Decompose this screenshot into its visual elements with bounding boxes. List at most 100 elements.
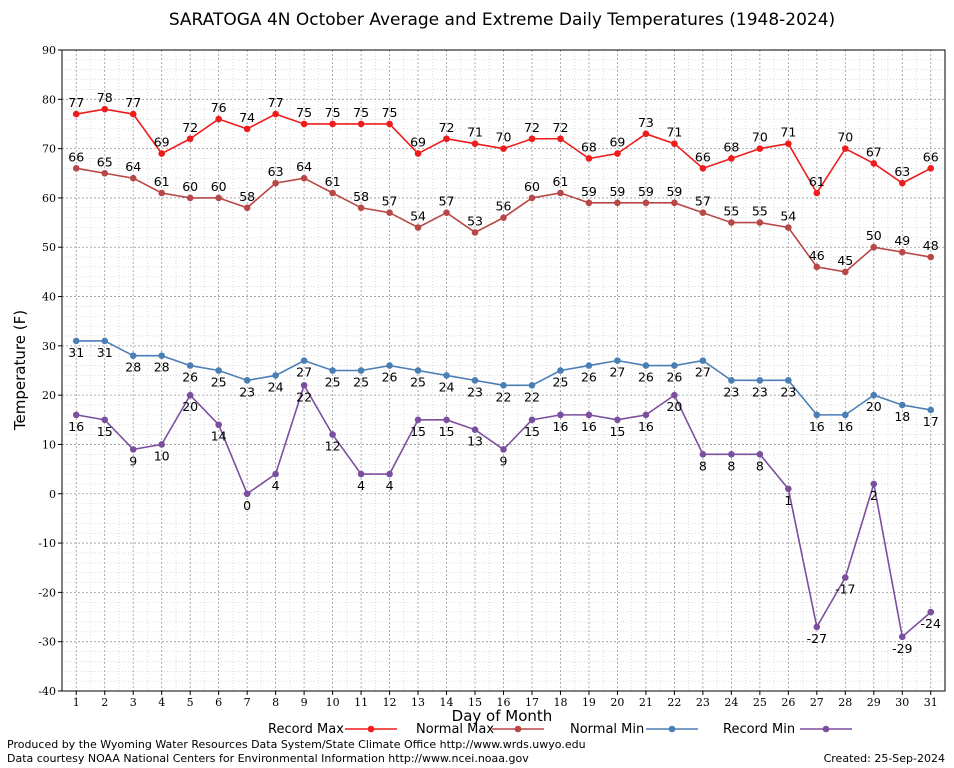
normal-min-point [614, 357, 621, 364]
x-tick-label: 15 [468, 696, 482, 709]
normal-min-point [870, 391, 878, 399]
record-min-point [101, 416, 109, 424]
record-min-data-label: -24 [921, 616, 941, 631]
normal-min-point [927, 406, 935, 414]
y-tick-label: 80 [42, 93, 56, 106]
normal-min-data-label: 23 [752, 384, 768, 399]
normal-max-point [72, 165, 80, 172]
record-min-point [585, 411, 593, 419]
normal-max-data-label: 60 [211, 179, 227, 194]
normal-min-point [642, 362, 650, 369]
y-axis-label: Temperature (F) [11, 310, 29, 431]
normal-max-data-label: 61 [553, 174, 569, 189]
normal-min-point [72, 337, 80, 345]
normal-max-data-label: 61 [325, 174, 341, 189]
normal-min-point [813, 411, 821, 419]
normal-min-data-label: 25 [353, 375, 369, 390]
normal-max-data-label: 53 [467, 213, 483, 228]
x-tick-label: 1 [73, 696, 80, 709]
x-tick-label: 9 [301, 696, 308, 709]
record-max-point [329, 120, 336, 128]
normal-min-data-label: 23 [723, 384, 739, 399]
normal-min-point [842, 411, 849, 419]
record-min-point [186, 391, 194, 399]
normal-min-point [443, 372, 450, 379]
normal-max-data-label: 59 [609, 184, 625, 199]
record-min-point [870, 480, 878, 488]
x-axis-label: Day of Month [452, 707, 553, 725]
record-min-point [158, 441, 165, 448]
normal-min-point [500, 381, 507, 389]
normal-max-data-label: 54 [410, 209, 426, 224]
normal-max-point [785, 224, 792, 231]
footer-data-courtesy: Data courtesy NOAA National Centers for … [7, 752, 529, 765]
series-layer [72, 105, 935, 641]
record-min-point [329, 431, 336, 438]
x-tick-label: 22 [667, 696, 681, 709]
record-max-point [243, 125, 251, 133]
record-max-point [186, 135, 194, 143]
x-tick-label: 16 [497, 696, 511, 709]
record-min-point [386, 470, 393, 478]
record-min-data-label: 16 [68, 419, 84, 434]
normal-min-data-label: 26 [666, 370, 682, 385]
normal-max-point [842, 268, 849, 276]
record-max-point [528, 135, 536, 143]
normal-min-data-label: 25 [410, 375, 426, 390]
x-tick-label: 19 [582, 696, 596, 709]
record-min-point [642, 411, 650, 419]
normal-max-data-label: 54 [780, 209, 796, 224]
x-tick-label: 13 [411, 696, 425, 709]
record-max-point [785, 140, 792, 147]
normal-max-point [386, 209, 393, 217]
x-tick-label: 17 [525, 696, 539, 709]
normal-min-data-label: 17 [923, 414, 939, 429]
normal-min-data-label: 22 [496, 389, 512, 404]
record-max-data-label: 71 [666, 125, 682, 140]
normal-max-data-label: 57 [439, 194, 455, 209]
x-tick-label: 29 [867, 696, 881, 709]
normal-min-point [129, 352, 137, 360]
record-max-point [927, 165, 935, 172]
normal-min-data-label: 26 [581, 370, 597, 385]
record-min-data-label: 8 [699, 458, 707, 473]
normal-max-data-label: 55 [723, 204, 739, 219]
record-min-data-label: -27 [807, 631, 827, 646]
normal-max-point [215, 194, 222, 202]
normal-max-data-label: 49 [894, 233, 910, 248]
record-min-point [357, 470, 365, 478]
legend: Record Max Normal Max Normal Min Record Min [268, 722, 852, 737]
normal-min-data-label: 28 [154, 360, 170, 375]
record-min-point [557, 411, 564, 419]
normal-max-data-label: 46 [809, 248, 825, 263]
x-tick-label: 31 [924, 696, 938, 709]
record-max-data-label: 77 [68, 95, 84, 110]
x-tick-label: 28 [838, 696, 852, 709]
normal-min-data-label: 25 [553, 375, 569, 390]
x-tick-label: 25 [753, 696, 767, 709]
normal-max-data-label: 59 [666, 184, 682, 199]
x-tick-label: 27 [810, 696, 824, 709]
record-max-point [813, 189, 821, 197]
x-tick-label: 7 [244, 696, 251, 709]
record-max-point [300, 120, 308, 128]
y-tick-label: 10 [42, 438, 56, 451]
normal-max-point [471, 229, 479, 236]
record-min-data-label: 15 [524, 424, 540, 439]
normal-max-point [671, 199, 678, 207]
record-min-data-label: 0 [243, 498, 251, 513]
normal-max-series [72, 165, 935, 276]
record-max-data-label: 76 [211, 100, 227, 115]
record-max-data-label: 72 [439, 120, 455, 135]
record-max-point [101, 105, 109, 113]
record-min-data-label: 8 [727, 458, 735, 473]
record-max-point [357, 120, 365, 128]
normal-min-point [300, 357, 308, 364]
x-tick-label: 8 [272, 696, 279, 709]
record-min-data-label: 2 [870, 488, 878, 503]
normal-min-point [785, 377, 792, 384]
record-min-point [813, 623, 821, 631]
normal-min-point [728, 377, 735, 384]
record-min-data-label: 16 [581, 419, 597, 434]
y-tick-label: 70 [42, 143, 56, 156]
